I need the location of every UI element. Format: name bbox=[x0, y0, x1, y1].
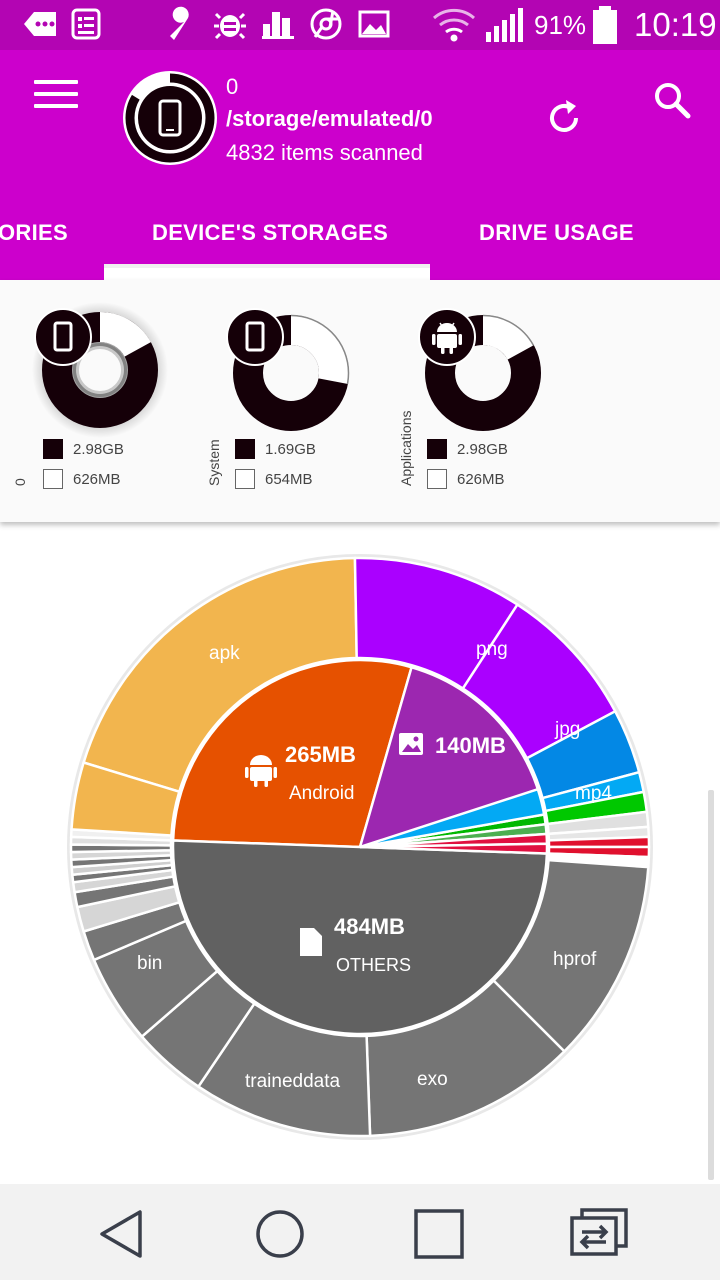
android-segment-label: 265MB Android bbox=[245, 742, 356, 804]
used-legend: 1.69GB bbox=[235, 439, 316, 459]
apk-segment[interactable] bbox=[82, 556, 358, 794]
image-icon bbox=[358, 10, 390, 38]
battery-percent: 91% bbox=[534, 10, 587, 40]
active-tab-indicator bbox=[104, 264, 430, 280]
home-icon bbox=[256, 1210, 304, 1258]
search-button[interactable] bbox=[650, 78, 694, 122]
tab-categories[interactable]: ORIES bbox=[0, 220, 68, 245]
others-size: 484MB bbox=[334, 914, 405, 939]
switch-app-icon bbox=[570, 1208, 628, 1256]
traineddata-label: traineddata bbox=[245, 1071, 341, 1092]
app-bar: 0 /storage/emulated/0 4832 items scanned… bbox=[0, 50, 720, 280]
images-segment-label: 140MB bbox=[399, 733, 506, 758]
android-icon bbox=[245, 755, 277, 787]
images-size: 140MB bbox=[435, 733, 506, 758]
scrollbar[interactable] bbox=[708, 790, 714, 1180]
phone-icon bbox=[226, 308, 284, 366]
refresh-icon bbox=[550, 100, 578, 132]
storage-donut bbox=[424, 314, 542, 432]
storage-item-0[interactable]: 0 2.98GB 626MB bbox=[0, 280, 200, 522]
tab-drive-usage[interactable]: DRIVE USAGE bbox=[479, 220, 634, 245]
header-scanned: 4832 items scanned bbox=[226, 140, 423, 165]
file-icon bbox=[300, 928, 322, 956]
navigation-bar bbox=[0, 1184, 720, 1280]
free-legend: 626MB bbox=[43, 469, 121, 489]
menu-button[interactable] bbox=[34, 80, 78, 120]
storage-badge bbox=[123, 71, 217, 165]
jpg-label: jpg bbox=[554, 719, 580, 740]
refresh-button[interactable] bbox=[542, 96, 586, 140]
free-legend: 654MB bbox=[235, 469, 313, 489]
status-bar: 91% 10:19 bbox=[0, 0, 720, 50]
news-icon bbox=[71, 8, 101, 40]
used-legend: 2.98GB bbox=[427, 439, 508, 459]
chrome-icon bbox=[310, 8, 342, 40]
storages-card: 0 2.98GB 626MB System 1.69GB 654MB bbox=[0, 280, 720, 522]
storage-item-applications[interactable]: Applications 2.98GB 626MB bbox=[392, 280, 592, 522]
bin-label: bin bbox=[137, 953, 162, 974]
wifi-icon bbox=[433, 8, 475, 42]
image-icon bbox=[399, 733, 423, 755]
storage-donut bbox=[232, 314, 350, 432]
free-legend: 626MB bbox=[427, 469, 505, 489]
png-label: png bbox=[476, 639, 508, 660]
header-path: /storage/emulated/0 bbox=[226, 106, 433, 131]
menu-icon bbox=[34, 80, 78, 84]
recents-icon bbox=[414, 1209, 464, 1259]
chat-icon bbox=[24, 12, 56, 36]
hprof-label: hprof bbox=[553, 949, 597, 970]
search-icon bbox=[655, 83, 691, 119]
others-segment-label: 484MB OTHERS bbox=[300, 914, 411, 975]
tab-devices-storages[interactable]: DEVICE'S STORAGES bbox=[152, 220, 389, 245]
android-segment[interactable] bbox=[171, 658, 414, 849]
inner-blue[interactable] bbox=[359, 787, 546, 849]
exo-label: exo bbox=[417, 1069, 448, 1090]
bug-icon bbox=[214, 12, 246, 40]
others-segment[interactable] bbox=[171, 839, 549, 1036]
storage-name: Applications bbox=[398, 410, 414, 487]
mp4-label: mp4 bbox=[575, 783, 612, 804]
android-name: Android bbox=[289, 783, 355, 804]
back-icon bbox=[100, 1210, 142, 1258]
android-size: 265MB bbox=[285, 742, 356, 767]
back-button[interactable] bbox=[94, 1206, 150, 1262]
storage-name: System bbox=[206, 439, 222, 486]
signal-icon bbox=[486, 8, 523, 42]
storage-name: 0 bbox=[12, 478, 28, 486]
wrench-icon bbox=[170, 6, 189, 41]
phone-icon bbox=[34, 308, 92, 366]
clock: 10:19 bbox=[634, 6, 717, 43]
apk-segment-2[interactable] bbox=[70, 760, 181, 837]
android-icon bbox=[418, 308, 476, 366]
apk-label: apk bbox=[209, 643, 240, 664]
phone-icon bbox=[158, 99, 182, 137]
home-button[interactable] bbox=[252, 1206, 308, 1262]
storage-item-system[interactable]: System 1.69GB 654MB bbox=[196, 280, 396, 522]
switch-app-button[interactable] bbox=[568, 1206, 630, 1262]
city-icon bbox=[262, 12, 294, 39]
used-legend: 2.98GB bbox=[43, 439, 124, 459]
others-name: OTHERS bbox=[336, 955, 411, 975]
battery-icon bbox=[593, 6, 617, 44]
sunburst-chart: 265MB Android 140MB 484MB OTHERS apk png… bbox=[67, 554, 653, 1140]
recents-button[interactable] bbox=[411, 1206, 467, 1262]
inner-red-2[interactable] bbox=[359, 842, 549, 855]
header-index: 0 bbox=[226, 74, 239, 99]
